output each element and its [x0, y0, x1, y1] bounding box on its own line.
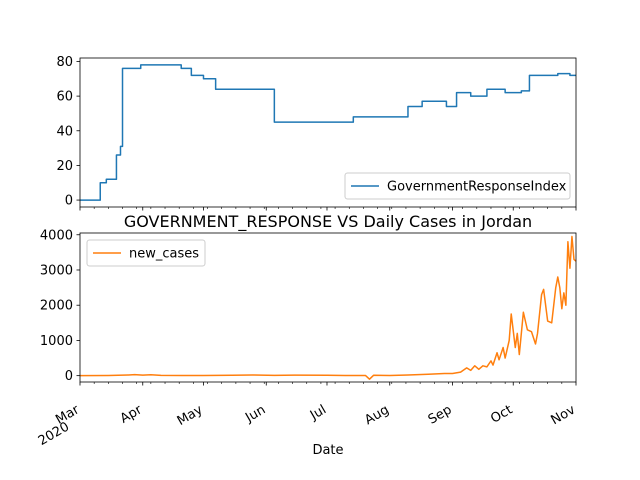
y-tick-label: 1000: [40, 334, 73, 349]
legend-box: [344, 172, 571, 200]
legend-label: new_cases: [129, 247, 199, 262]
x-tick-label: Jul: [307, 402, 329, 423]
y-tick-label: 40: [56, 124, 73, 139]
axes-frame: [79, 232, 577, 383]
y-tick-label: 80: [56, 55, 73, 70]
y-tick-label: 0: [65, 194, 73, 209]
y-tick-label: 2000: [40, 299, 73, 314]
legend: new_cases: [86, 239, 206, 267]
top-chart: 0 20 40 60 80 GovernmentResponseIndex: [56, 55, 577, 211]
axes-frame: [79, 57, 577, 208]
series-line-governmentresponseindex: [80, 64, 576, 201]
legend-label: GovernmentResponseIndex: [387, 180, 567, 195]
y-tick-label: 20: [56, 159, 73, 174]
y-tick-label: 60: [56, 90, 73, 105]
x-axis-label: Date: [312, 443, 343, 458]
legend-box: [86, 239, 206, 267]
y-tick-label: 3000: [40, 263, 73, 278]
chart-title: GOVERNMENT_RESPONSE VS Daily Cases in Jo…: [124, 212, 532, 232]
series-line-new-cases: [79, 235, 577, 380]
y-tick-label: 4000: [40, 228, 73, 243]
y-tick-label: 0: [65, 369, 73, 384]
legend: GovernmentResponseIndex: [344, 172, 571, 200]
